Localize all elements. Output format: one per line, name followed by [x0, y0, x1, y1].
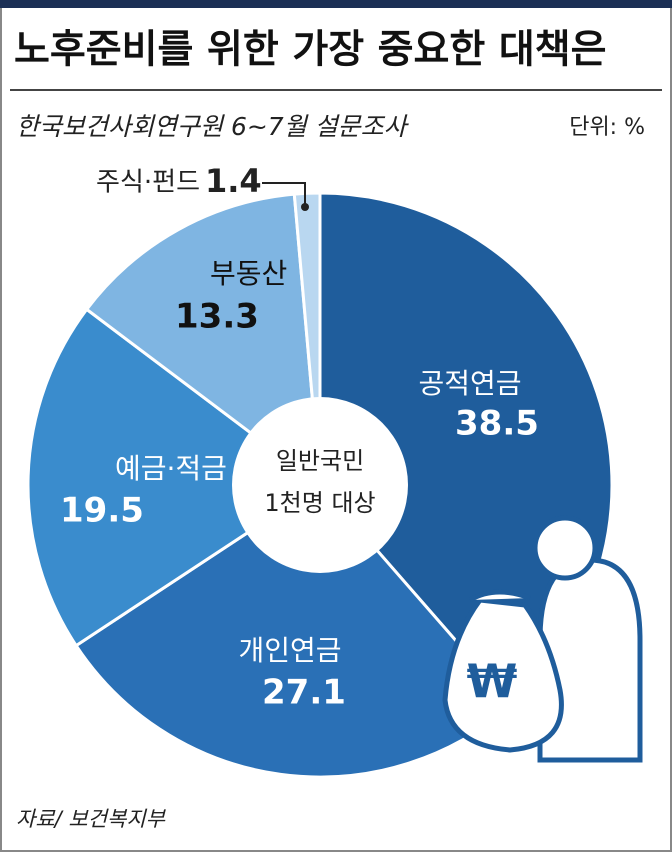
chart-title: 노후준비를 위한 가장 중요한 대책은: [14, 28, 607, 73]
slice-label: 주식·펀드: [96, 168, 200, 198]
illustration: ₩: [442, 515, 643, 763]
slice-label: 공적연금: [418, 367, 521, 400]
money-bag: [442, 597, 564, 753]
value-label: 13.3: [175, 297, 259, 337]
value-label: 27.1: [262, 673, 346, 713]
bag-tie: [468, 589, 531, 603]
value-label: 38.5: [455, 404, 539, 444]
slice-label: 개인연금: [238, 634, 341, 667]
donut: [26, 191, 614, 779]
leader-dot: [301, 203, 309, 211]
value-label: 19.5: [60, 491, 144, 531]
unit: 단위: %: [569, 115, 645, 140]
slice: [84, 192, 322, 489]
subtitle: 한국보건사회연구원 6~7월 설문조사: [16, 112, 410, 141]
won-sign: ₩: [467, 655, 518, 709]
leader-line: [262, 182, 306, 205]
slice-label: 부동산: [210, 257, 287, 290]
donut-hole: [232, 397, 408, 573]
value-label: 1.4: [205, 162, 262, 200]
source: 자료/ 보건복지부: [16, 807, 167, 831]
person-head: [532, 515, 598, 581]
slice-label: 예금·적금: [115, 452, 227, 485]
top-bar: [0, 0, 672, 8]
slice: [74, 483, 515, 779]
slice: [26, 307, 323, 648]
center-label: 1천명 대상: [264, 489, 375, 517]
center-label: 일반국민: [276, 447, 364, 475]
